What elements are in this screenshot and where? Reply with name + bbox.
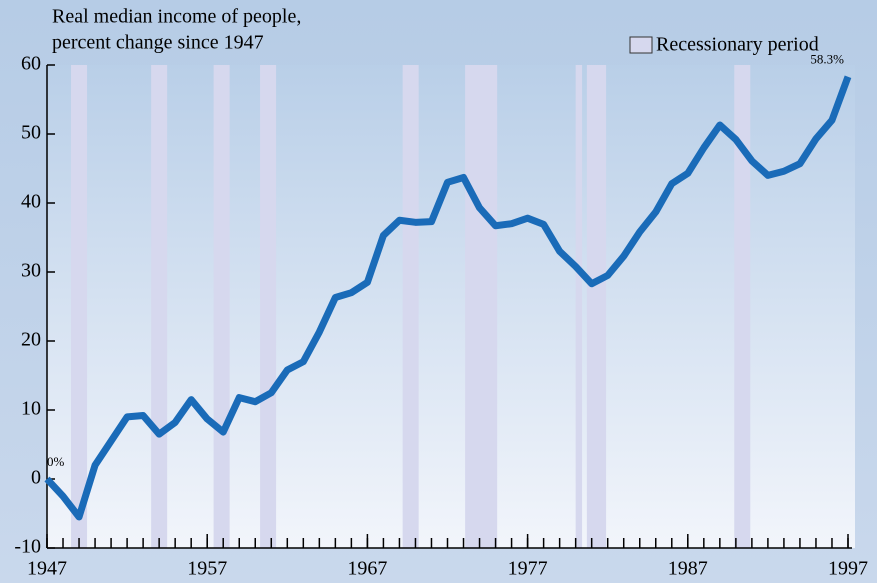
y-tick-label: 50 [21, 122, 41, 144]
x-tick-label: 1947 [27, 558, 67, 580]
recession-band [71, 65, 88, 548]
recession-band [213, 65, 230, 548]
y-tick-label: 10 [21, 398, 41, 420]
legend-label: Recessionary period [656, 34, 819, 56]
plot-area [47, 65, 855, 548]
title-line: Real median income of people, [52, 6, 301, 28]
y-tick-label: -10 [14, 536, 41, 558]
recession-band [575, 65, 583, 548]
x-tick-label: 1967 [347, 558, 387, 580]
x-tick-label: 1977 [508, 558, 548, 580]
data-line [44, 75, 852, 521]
recession-band [402, 65, 419, 548]
recession-band [586, 65, 607, 548]
recession-band [734, 65, 751, 548]
y-tick-label: 20 [21, 329, 41, 351]
y-tick-label: 60 [21, 53, 41, 75]
x-tick-label: 1987 [668, 558, 708, 580]
recession-band [260, 65, 277, 548]
recession-band [151, 65, 168, 548]
recession-band [465, 65, 498, 548]
y-tick-label: 0 [31, 467, 41, 489]
y-tick-label: 40 [21, 191, 41, 213]
y-tick-label: 30 [21, 260, 41, 282]
legend-swatch [629, 36, 653, 54]
x-tick-label: 1997 [828, 558, 868, 580]
x-tick-label: 1957 [187, 558, 227, 580]
data-label: 0% [47, 454, 65, 469]
title-line: percent change since 1947 [52, 32, 264, 54]
data-label: 58.3% [810, 52, 844, 67]
